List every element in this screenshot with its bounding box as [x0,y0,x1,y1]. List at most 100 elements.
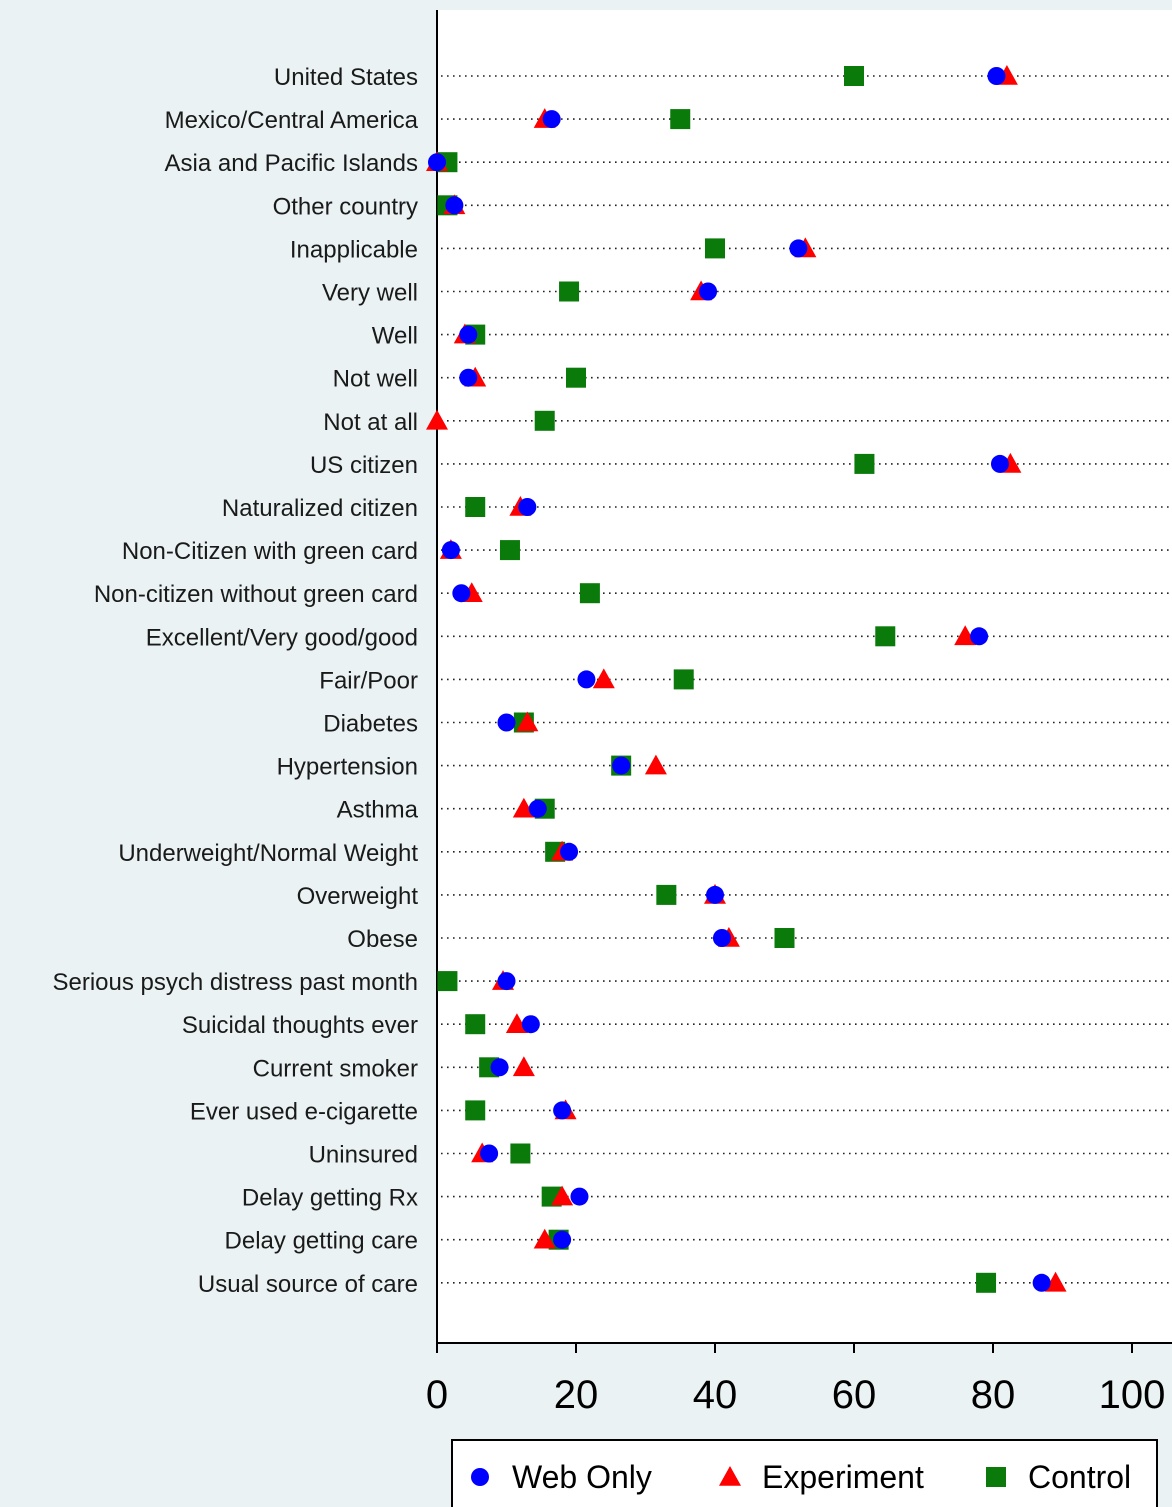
legend-label: Experiment [762,1459,924,1495]
marker-circle [970,627,989,646]
marker-circle [518,498,537,516]
marker-square [774,928,795,948]
category-label: Other country [273,193,418,220]
category-label: Not at all [323,409,418,436]
marker-triangle [644,754,667,775]
legend: Web Only Experiment Control [451,1439,1158,1507]
marker-circle [521,1015,540,1034]
category-label: Mexico/Central America [165,107,419,134]
category-label: Uninsured [309,1142,418,1169]
marker-square [705,238,725,259]
marker-circle [706,885,724,904]
x-axis-ticks: 0 20 40 60 80 100 [426,1343,1166,1417]
marker-triangle [533,1228,556,1249]
legend-label: Control [1028,1459,1131,1495]
marker-triangle [426,409,448,430]
marker-circle [428,153,446,172]
marker-triangle [516,711,539,732]
category-label: Well [372,323,418,350]
x-tick-label: 100 [1099,1373,1166,1417]
x-tick-label: 60 [832,1373,877,1417]
marker-square [465,1014,486,1035]
x-tick-label: 40 [693,1373,738,1417]
category-label: Usual source of care [198,1271,418,1298]
category-label: Non-citizen without green card [94,581,418,608]
marker-circle [553,1101,572,1120]
marker-circle [699,282,718,301]
marker-circle [441,541,460,560]
category-label: Current smoker [253,1055,418,1082]
marker-square [559,281,580,302]
marker-circle [452,584,471,603]
category-label: Hypertension [277,754,418,781]
marker-circle [577,670,596,689]
category-label: Fair/Poor [319,667,418,694]
category-label: Non-Citizen with green card [122,538,418,565]
category-label: Delay getting Rx [242,1185,418,1212]
category-labels: United States Mexico/Central America Asia … [53,64,419,1298]
marker-square [465,1100,486,1121]
category-label: Excellent/Very good/good [146,624,418,651]
category-label: Ever used e-cigarette [190,1098,418,1125]
marker-circle [445,196,464,215]
x-tick-label: 20 [554,1373,599,1417]
category-label: Not well [333,366,418,393]
legend-marker-triangle [719,1466,741,1486]
plot-background [437,10,1172,1343]
marker-square [875,626,896,647]
marker-square [670,109,691,130]
category-label: US citizen [310,452,418,479]
marker-square [510,1143,531,1164]
marker-circle [480,1144,499,1163]
data-markers [426,65,1067,1293]
category-label: United States [274,64,418,91]
marker-circle [553,1230,572,1249]
marker-square [976,1272,997,1293]
category-label: Asia and Pacific Islands [165,150,418,177]
marker-triangle [954,625,977,646]
x-tick-label: 0 [426,1373,448,1417]
marker-square [499,540,520,561]
category-label: Diabetes [323,711,418,738]
category-label: Serious psych distress past month [53,969,419,996]
marker-square [465,497,486,517]
marker-circle [528,799,547,818]
marker-square [673,669,694,690]
marker-circle [459,325,478,344]
marker-circle [789,239,808,258]
marker-circle [459,368,478,387]
marker-circle [497,713,516,732]
marker-square [656,884,677,905]
marker-circle [542,110,561,129]
marker-circle [987,67,1006,85]
x-tick-label: 80 [971,1373,1016,1417]
marker-square [437,971,458,992]
marker-triangle [512,797,535,818]
marker-circle [570,1187,589,1206]
marker-square [844,66,864,86]
legend-box [451,1439,1158,1507]
category-label: Delay getting care [225,1228,418,1255]
category-label: Underweight/Normal Weight [118,840,418,867]
legend-marker-square [986,1467,1006,1487]
category-label: Naturalized citizen [222,495,418,522]
marker-circle [990,454,1009,473]
marker-square [854,453,875,474]
marker-circle [612,756,631,775]
marker-circle [560,842,579,861]
category-label: Asthma [337,797,419,824]
marker-circle [712,929,731,947]
legend-marker-circle [471,1468,489,1486]
marker-triangle [551,1185,574,1206]
category-label: Inapplicable [290,236,418,263]
category-label: Suicidal thoughts ever [182,1012,418,1039]
marker-circle [497,972,516,991]
marker-triangle [592,668,615,689]
marker-square [579,583,600,604]
marker-circle [1032,1273,1051,1292]
category-label: Very well [322,280,418,307]
marker-triangle [512,1056,535,1077]
marker-square [566,367,586,388]
marker-square [534,410,555,431]
